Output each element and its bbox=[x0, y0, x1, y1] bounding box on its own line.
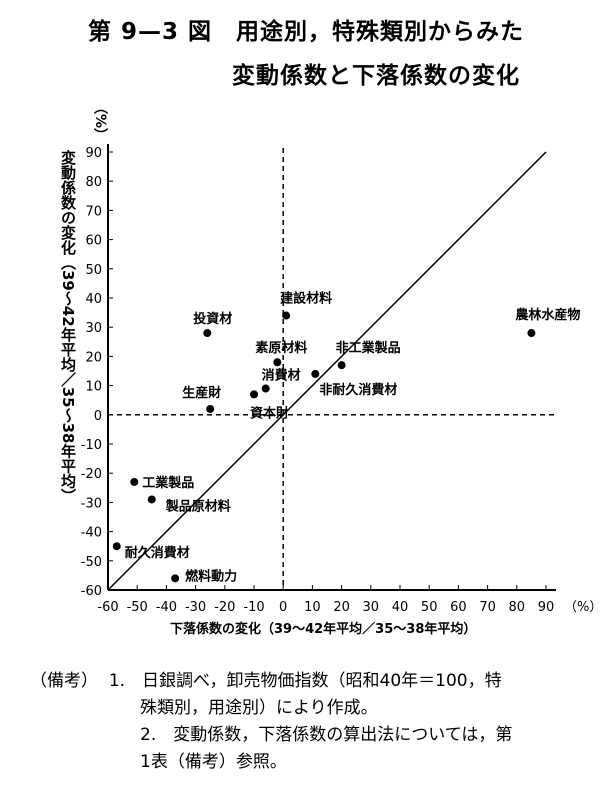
y-tick-label: 60 bbox=[85, 234, 102, 249]
note-2: 2. 変動係数，下落係数の算出法については，第 bbox=[140, 725, 513, 745]
x-tick-label: 50 bbox=[421, 600, 438, 615]
x-tick-label: -30 bbox=[185, 600, 206, 615]
data-point-label: 製品原材料 bbox=[165, 498, 231, 514]
notes-heading: （備考） bbox=[30, 671, 98, 691]
y-tick-label: 50 bbox=[85, 263, 102, 278]
data-point bbox=[261, 384, 270, 393]
data-point-label: 農林水産物 bbox=[515, 307, 580, 323]
data-point bbox=[112, 542, 121, 551]
data-point-label: 燃料動力 bbox=[185, 568, 237, 584]
note-2-cont: 1表（備考）参照。 bbox=[140, 752, 287, 772]
y-tick-label: 30 bbox=[85, 321, 102, 336]
data-point bbox=[273, 358, 282, 367]
y-tick-label: 40 bbox=[85, 292, 102, 307]
x-unit: （%） bbox=[564, 600, 602, 615]
data-point bbox=[250, 390, 258, 399]
data-point bbox=[527, 329, 536, 338]
y-tick-label: 70 bbox=[85, 204, 102, 219]
data-point-label: 非耐久消費材 bbox=[319, 382, 397, 398]
y-tick-label: -20 bbox=[81, 467, 102, 482]
notes: （備考） 1. 日銀調べ，卸売物価指数（昭和40年＝100，特 殊類別，用途別）… bbox=[30, 668, 512, 776]
y-tick-label: -30 bbox=[81, 496, 102, 511]
data-point-label: 消費材 bbox=[262, 368, 301, 384]
x-tick-label: -10 bbox=[243, 600, 264, 615]
x-tick-label: -60 bbox=[97, 600, 118, 615]
data-point-label: 生産財 bbox=[182, 385, 221, 401]
x-axis-label: 下落係数の変化（39～42年平均／35～38年平均） bbox=[170, 621, 476, 637]
x-tick-label: 60 bbox=[450, 600, 467, 615]
data-point-label: 非工業製品 bbox=[336, 340, 401, 356]
diagonal-line bbox=[107, 151, 547, 591]
data-point-label: 工業製品 bbox=[142, 475, 194, 491]
data-point bbox=[147, 495, 156, 504]
data-point bbox=[337, 361, 346, 370]
data-point bbox=[130, 477, 139, 486]
x-tick-label: -50 bbox=[127, 600, 148, 615]
y-tick-label: 80 bbox=[85, 175, 102, 190]
scatter-plot: 90 80 70 60 50 40 30 20 10 0 -10 -20 -30 -40 -50 -60-60… bbox=[81, 144, 602, 637]
y-unit: （%） bbox=[92, 100, 108, 143]
data-point bbox=[282, 311, 291, 320]
data-point-label: 建設材料 bbox=[280, 291, 332, 307]
y-tick-label: -50 bbox=[81, 555, 102, 570]
chart-title-line1: 第 9—3 図 用途別，特殊類別からみた bbox=[88, 19, 525, 45]
x-tick-label: 90 bbox=[538, 600, 555, 615]
y-tick-label: -40 bbox=[81, 526, 102, 541]
y-tick-label: -60 bbox=[81, 584, 102, 599]
x-tick-label: -40 bbox=[156, 600, 177, 615]
x-tick-label: 30 bbox=[363, 600, 380, 615]
x-tick-label: 70 bbox=[479, 600, 496, 615]
chart-title-line2: 変動係数と下落係数の変化 bbox=[232, 63, 520, 89]
y-tick-label: -10 bbox=[81, 438, 102, 453]
data-point-label: 資本財 bbox=[250, 405, 289, 421]
data-point bbox=[171, 574, 180, 583]
x-tick-label: 80 bbox=[509, 600, 526, 615]
note-text: 1. 日銀調べ，卸売物価指数（昭和40年＝100，特 bbox=[108, 671, 502, 691]
note-1: （備考） 1. 日銀調べ，卸売物価指数（昭和40年＝100，特 bbox=[30, 668, 512, 695]
data-point bbox=[203, 329, 212, 338]
y-tick-label: 90 bbox=[85, 146, 102, 161]
note-1-cont: 殊類別，用途別）により作成。 bbox=[140, 698, 378, 718]
data-point bbox=[311, 369, 320, 378]
data-point-label: 素原材料 bbox=[255, 340, 307, 356]
y-tick-label: 10 bbox=[85, 380, 102, 395]
x-tick-label: -20 bbox=[214, 600, 235, 615]
y-axis-label: 変動係数の変化（39～42年平均／35～38年平均） bbox=[59, 150, 77, 504]
data-point-label: 投資材 bbox=[193, 311, 232, 327]
x-tick-label: 20 bbox=[333, 600, 350, 615]
x-tick-label: 10 bbox=[304, 600, 321, 615]
y-tick-label: 20 bbox=[85, 350, 102, 365]
data-point bbox=[206, 404, 215, 413]
y-tick-label: 0 bbox=[94, 409, 102, 424]
x-tick-label: 0 bbox=[279, 600, 287, 615]
data-point-label: 耐久消費材 bbox=[125, 545, 190, 561]
x-tick-label: 40 bbox=[392, 600, 409, 615]
